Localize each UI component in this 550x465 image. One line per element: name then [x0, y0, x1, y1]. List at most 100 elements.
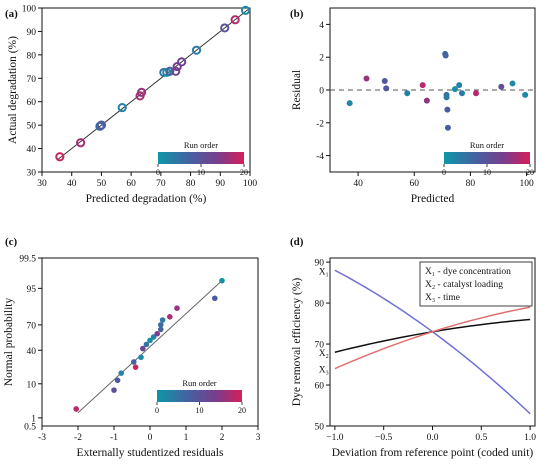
y-axis-label: Normal probability: [3, 298, 15, 387]
y-tick-label: 0: [319, 87, 324, 97]
data-point: [443, 94, 450, 101]
y-axis-label: Residual: [291, 70, 303, 110]
colorbar-tick-label: 0: [156, 168, 160, 177]
x-tick-label: -2: [74, 433, 82, 443]
x-tick-label: 0.5: [475, 433, 487, 443]
series-line: [334, 306, 531, 370]
data-point: [131, 359, 137, 365]
legend: X₁ - dye concentration X₂ - catalyst load…: [419, 261, 533, 307]
y-tick-label: 60: [27, 98, 37, 108]
y-tick-label: 80: [27, 51, 37, 61]
plot-frame: [41, 7, 251, 173]
panel-b-title: (b): [290, 8, 304, 20]
y-tick-label: -4: [316, 152, 324, 162]
x-tick-label: 3: [256, 433, 261, 443]
x-axis-label: Externally studentized residuals: [77, 447, 224, 459]
x-axis-label: Predicted degradation (%): [86, 193, 207, 205]
y-tick-label: 70: [27, 75, 37, 85]
data-point: [96, 120, 107, 130]
y-tick-label-bottom: 0.5: [24, 423, 36, 433]
line-end-label: X₂: [319, 349, 329, 359]
run-order-colorbar: Run order 0 10 20: [156, 140, 248, 177]
data-point: [212, 295, 218, 302]
reference-line: [56, 7, 251, 161]
x-tick-label: 80: [466, 179, 476, 189]
y-tick-label: 30: [27, 169, 37, 179]
data-point: [159, 317, 166, 323]
data-point: [444, 106, 451, 113]
colorbar-tick-label: 0: [155, 406, 159, 415]
x-tick-label: 1.0: [524, 433, 536, 443]
y-tick-label: 40: [27, 145, 37, 155]
data-point: [240, 5, 251, 15]
run-order-colorbar: Run order 0 10 20: [155, 378, 246, 415]
y-tick-label: -2: [316, 119, 324, 129]
x-tick-label: -3: [38, 433, 46, 443]
data-point: [451, 86, 458, 93]
data-point: [159, 67, 169, 78]
panel-a-title: (a): [5, 8, 18, 20]
y-tick-label: 80: [315, 300, 325, 310]
data-point: [174, 305, 180, 312]
colorbar-title: Run order: [184, 140, 218, 150]
x-tick-label: 50: [97, 179, 107, 189]
y-tick-label: 50: [315, 423, 325, 433]
colorbar-tick-label: 20: [238, 406, 246, 415]
data-point: [55, 152, 65, 162]
data-point: [158, 326, 164, 333]
y-tick-label: 40: [27, 347, 37, 357]
x-tick-label: 0.0: [427, 433, 439, 443]
data-point: [132, 364, 139, 370]
data-point: [458, 90, 465, 97]
y-tick-label: 1: [31, 414, 36, 424]
data-point: [230, 15, 240, 25]
panel-a-predicted-vs-actual: 30 40 50 60 70 80 90 10030405060708090100Predic…: [7, 5, 257, 206]
y-tick-label: 90: [27, 28, 37, 38]
run-order-colorbar: Run order 0 10 20: [442, 140, 534, 177]
data-point: [363, 75, 370, 82]
line-end-label: X₁: [319, 267, 329, 277]
data-point: [177, 57, 187, 67]
data-point: [220, 23, 230, 33]
x-tick-label: 70: [156, 179, 166, 189]
legend-entry: X₃ - time: [425, 293, 460, 303]
data-point: [117, 102, 127, 113]
data-point: [456, 82, 463, 89]
x-tick-label: 60: [409, 179, 419, 189]
data-point: [381, 77, 388, 84]
data-point: [423, 97, 430, 104]
data-point: [498, 83, 505, 90]
data-point: [404, 90, 411, 97]
data-point: [138, 354, 144, 361]
colorbar-tick-label: 10: [197, 168, 205, 177]
data-point: [73, 406, 79, 412]
data-point: [171, 66, 181, 76]
line-end-label: X₃: [319, 366, 329, 376]
x-tick-label: 1: [184, 433, 189, 443]
x-tick-label: -1: [110, 433, 118, 443]
x-tick-label: 40: [353, 179, 363, 189]
data-point: [143, 341, 150, 348]
x-axis-label: Predicted: [411, 193, 455, 205]
x-tick-label: −1.0: [326, 433, 343, 443]
colorbar-tick-label: 0: [442, 168, 446, 177]
colorbar-tick-label: 10: [196, 406, 204, 415]
panel-d-title: (d): [290, 236, 304, 248]
colorbar-gradient-bar: [444, 152, 530, 164]
data-point: [219, 277, 225, 284]
data-point: [346, 100, 353, 107]
panel-d-perturbation-plot: −1.0 −0.5 0.0 0.5 1.0 50 60 70 80 90 Deviation fro…: [291, 257, 536, 459]
data-point: [419, 82, 426, 89]
x-tick-label: 60: [126, 179, 136, 189]
data-point: [114, 377, 121, 384]
y-tick-label: 2: [319, 54, 324, 64]
panel-c-normal-probability: -3 -2 -1 0 1 2 3 1 10 40 70 95 99.5 Externally studen…: [3, 255, 261, 460]
x-tick-label: 2: [220, 433, 225, 443]
x-tick-label: 30: [37, 179, 47, 189]
data-point: [158, 322, 164, 328]
x-tick-label: 40: [67, 179, 77, 189]
x-tick-label: 0: [148, 433, 153, 443]
y-axis-label: Actual degradation (%): [7, 36, 19, 144]
